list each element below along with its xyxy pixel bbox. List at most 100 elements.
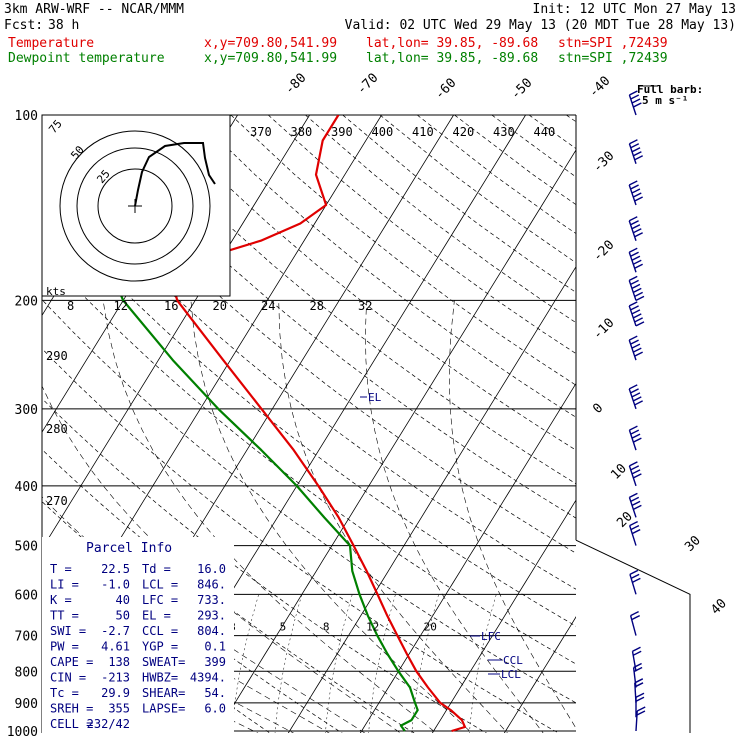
wind-barb-feather: [631, 283, 641, 290]
isotherm: [431, 499, 576, 733]
dry-adiabat: [230, 115, 576, 386]
parcel-info: Parcel Info T = 22.5 Td = 16.0 LI = -1.0 LCL =…: [42, 537, 234, 733]
wind-barb: [628, 425, 642, 451]
parcel-info-cell: 4394.: [190, 671, 226, 685]
dry-adiabat: [267, 115, 576, 355]
parcel-info-bg: [42, 537, 234, 733]
isotherm-label: -20: [590, 238, 617, 265]
dry-adiabat: [42, 250, 576, 665]
isotherm: [215, 149, 576, 733]
parcel-info-cell: EL =: [142, 609, 171, 623]
wind-barb: [628, 461, 642, 487]
wind-barb: [628, 275, 645, 302]
dew-legend-latlon: lat,lon= 39.85, -89.68: [366, 51, 538, 66]
theta-e-label: 390: [331, 125, 353, 139]
wind-barb-feather: [634, 232, 643, 238]
wind-barb-feather: [633, 504, 642, 511]
parcel-info-cell: -213: [101, 671, 130, 685]
wind-barb-feather: [631, 392, 641, 398]
parcel-info-cell: 733.: [197, 593, 226, 607]
wind-barb: [628, 335, 643, 361]
wind-barb-feather: [632, 228, 642, 234]
el-marker: EL: [368, 391, 382, 404]
wind-barb-feather: [631, 224, 641, 230]
pressure-label: 600: [15, 588, 38, 603]
wind-barb-feather: [630, 143, 640, 149]
isotherm-label: 0: [590, 401, 606, 417]
wind-barb: [628, 247, 643, 273]
wind-barb-feather: [634, 400, 643, 406]
moist-adiabat: [448, 300, 576, 729]
parcel-info-cell: CELL =: [50, 717, 93, 731]
wind-barb-feather: [630, 220, 639, 226]
dew-legend-name: Dewpoint temperature: [8, 51, 165, 66]
parcel-info-cell: 846.: [197, 578, 226, 592]
pressure-label: 900: [15, 697, 38, 712]
wind-barb-feather: [633, 151, 642, 157]
isotherm: [287, 266, 576, 733]
wind-barb-feather: [631, 433, 641, 439]
dry-adiabat: [454, 115, 576, 206]
moist-adiabat: [365, 300, 544, 733]
wind-barb-feather: [636, 710, 646, 716]
wind-barb-feather: [633, 102, 642, 108]
wind-barb-feather: [629, 492, 638, 499]
dry-adiabat: [42, 348, 560, 733]
wind-barb-feather: [630, 429, 640, 435]
model-title: 3km ARW-WRF -- NCAR/MMM: [4, 2, 184, 17]
parcel-info-cell: 4.61: [101, 640, 130, 654]
wind-barb: [628, 384, 643, 410]
isotherm: [42, 115, 310, 550]
theta-label: 270: [46, 494, 68, 508]
wind-barb-feather: [631, 98, 641, 104]
isotherm: [0, 115, 22, 740]
mixing-ratio-line: [469, 594, 497, 733]
wind-barb-feather: [628, 216, 638, 222]
barb-legend-value: 5 m s⁻¹: [642, 94, 688, 107]
theta-label: 280: [46, 422, 68, 436]
lfc-marker: LFC: [481, 630, 501, 643]
wind-barb-feather: [634, 351, 643, 357]
isotherm: [42, 115, 238, 433]
parcel-info-cell: Td =: [142, 562, 171, 576]
wind-barb-feather: [630, 305, 639, 311]
parcel-info-cell: LI =: [50, 578, 79, 592]
pressure-label: 400: [15, 480, 38, 495]
temperature-line: [171, 115, 466, 733]
wind-barb-feather: [632, 577, 641, 583]
fcst-value: 38 h: [48, 18, 79, 33]
wind-barb-feather: [632, 287, 642, 294]
isotherm-label: -60: [432, 76, 459, 103]
wind-barb-feather: [634, 196, 643, 202]
wind-barb: [631, 646, 642, 672]
mixing-ratio-line: [231, 594, 259, 733]
wind-barb: [628, 90, 642, 116]
wind-barb-feather: [630, 496, 640, 503]
level-markers: EL LFC CCL LCL: [360, 391, 523, 681]
hodograph-trace: [134, 142, 216, 207]
isotherm-label: -80: [282, 71, 309, 98]
parcel-info-cell: CAPE =: [50, 655, 93, 669]
wind-barb-feather: [632, 396, 642, 402]
wind-barb-feather: [632, 259, 642, 265]
speed-tick-label: 8: [67, 299, 74, 313]
parcel-info-cell: 399: [204, 655, 226, 669]
parcel-info-cell: LCL =: [142, 578, 178, 592]
parcel-info-cell: 138: [108, 655, 130, 669]
init-time: Init: 12 UTC Mon 27 May 13: [533, 2, 737, 17]
dry-adiabat: [379, 115, 576, 264]
wind-barb-feather: [634, 678, 644, 684]
parcel-info-cell: TT =: [50, 609, 79, 623]
parcel-info-cell: 16.0: [197, 562, 226, 576]
isotherm-label: -10: [590, 316, 617, 343]
theta-e-label: 420: [453, 125, 475, 139]
wind-barb-feather: [631, 188, 641, 194]
parcel-info-cell: CCL =: [142, 624, 178, 638]
parcel-info-cell: SHEAR=: [142, 686, 185, 700]
mixing-ratio-label: 8: [323, 621, 330, 634]
wind-barb-feather: [629, 569, 639, 575]
mixing-ratio-line: [411, 594, 439, 733]
parcel-info-cell: 804.: [197, 624, 226, 638]
wind-barb-feather: [630, 610, 639, 617]
pressure-label: 100: [15, 109, 38, 124]
